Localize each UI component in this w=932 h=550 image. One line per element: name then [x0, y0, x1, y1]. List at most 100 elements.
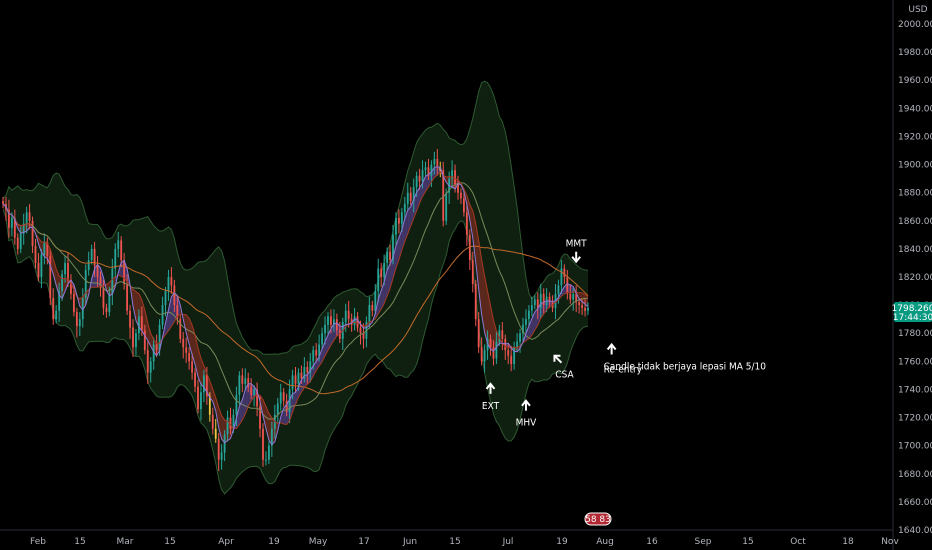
- candle[interactable]: [114, 243, 117, 279]
- candle[interactable]: [303, 357, 306, 383]
- candle[interactable]: [324, 316, 326, 345]
- candle[interactable]: [146, 341, 149, 384]
- candle[interactable]: [22, 213, 25, 245]
- candle[interactable]: [498, 324, 501, 346]
- candle[interactable]: [578, 298, 581, 314]
- candle[interactable]: [566, 269, 569, 300]
- candle[interactable]: [327, 312, 329, 335]
- candle[interactable]: [451, 160, 454, 189]
- candle[interactable]: [442, 161, 445, 227]
- candle[interactable]: [530, 296, 533, 317]
- candle[interactable]: [214, 418, 217, 443]
- candle[interactable]: [309, 352, 312, 383]
- candle[interactable]: [179, 314, 182, 344]
- candle[interactable]: [7, 199, 10, 238]
- candle[interactable]: [584, 298, 586, 317]
- candle[interactable]: [501, 321, 504, 351]
- candle[interactable]: [46, 237, 49, 265]
- candle[interactable]: [129, 305, 131, 339]
- candle[interactable]: [516, 333, 519, 352]
- candle[interactable]: [87, 251, 90, 276]
- candle[interactable]: [492, 340, 495, 366]
- candle[interactable]: [542, 288, 545, 314]
- candle[interactable]: [167, 269, 170, 301]
- candle[interactable]: [468, 229, 471, 270]
- candle[interactable]: [465, 202, 468, 247]
- candle[interactable]: [28, 203, 31, 230]
- candle[interactable]: [433, 151, 436, 175]
- candle[interactable]: [247, 372, 250, 393]
- candle[interactable]: [34, 239, 37, 269]
- candle[interactable]: [483, 344, 486, 373]
- candle[interactable]: [70, 274, 72, 300]
- candle[interactable]: [575, 285, 578, 313]
- candle[interactable]: [61, 269, 64, 301]
- candle[interactable]: [241, 368, 244, 393]
- candle[interactable]: [81, 288, 84, 328]
- candle[interactable]: [75, 307, 78, 338]
- candle[interactable]: [436, 149, 439, 176]
- candle[interactable]: [581, 298, 584, 315]
- candle[interactable]: [288, 379, 291, 424]
- events-badge[interactable]: 58 83: [584, 512, 612, 526]
- candle[interactable]: [332, 309, 335, 332]
- price-axis[interactable]: 2000.000 1980.000 1960.000 1940.000 1920.000…: [898, 20, 932, 536]
- candle[interactable]: [200, 382, 202, 421]
- candle[interactable]: [217, 433, 220, 471]
- candle[interactable]: [510, 345, 513, 372]
- candle[interactable]: [16, 233, 19, 255]
- candle[interactable]: [587, 302, 589, 315]
- candle[interactable]: [93, 241, 96, 277]
- candle[interactable]: [244, 368, 247, 391]
- candle[interactable]: [486, 330, 489, 360]
- candle[interactable]: [223, 430, 226, 462]
- candle[interactable]: [356, 312, 359, 332]
- candle[interactable]: [389, 244, 391, 266]
- candle[interactable]: [84, 264, 87, 306]
- candle[interactable]: [424, 161, 427, 176]
- candle[interactable]: [335, 313, 338, 337]
- candle[interactable]: [412, 178, 415, 213]
- candle[interactable]: [55, 305, 58, 324]
- candle[interactable]: [395, 212, 397, 247]
- candle[interactable]: [533, 295, 536, 310]
- candle[interactable]: [276, 397, 279, 424]
- candle[interactable]: [191, 352, 194, 380]
- candle[interactable]: [197, 379, 199, 414]
- candle[interactable]: [525, 309, 527, 334]
- candle[interactable]: [536, 292, 539, 320]
- candle[interactable]: [13, 209, 16, 245]
- candle[interactable]: [43, 233, 46, 265]
- candle[interactable]: [135, 329, 137, 356]
- candle[interactable]: [347, 300, 350, 328]
- candle[interactable]: [108, 286, 111, 317]
- candle[interactable]: [250, 378, 253, 400]
- candle[interactable]: [182, 331, 185, 359]
- candle[interactable]: [25, 206, 28, 234]
- candle[interactable]: [409, 187, 412, 206]
- candle[interactable]: [522, 317, 524, 344]
- candle[interactable]: [374, 284, 377, 315]
- candle[interactable]: [185, 337, 188, 363]
- candle[interactable]: [315, 343, 318, 363]
- candle[interactable]: [569, 284, 572, 304]
- candle[interactable]: [504, 334, 507, 360]
- candle[interactable]: [371, 300, 374, 317]
- candle[interactable]: [306, 361, 309, 384]
- candle[interactable]: [31, 216, 34, 254]
- candle[interactable]: [170, 267, 173, 294]
- candle[interactable]: [294, 366, 297, 393]
- candle[interactable]: [462, 191, 465, 217]
- candle[interactable]: [155, 334, 158, 358]
- candle[interactable]: [143, 324, 146, 355]
- candle[interactable]: [188, 347, 191, 370]
- candle[interactable]: [406, 182, 409, 210]
- candle[interactable]: [238, 371, 241, 405]
- candle[interactable]: [474, 279, 477, 327]
- candle[interactable]: [265, 451, 267, 466]
- candle[interactable]: [211, 407, 214, 435]
- candle[interactable]: [2, 196, 4, 209]
- candle[interactable]: [202, 369, 205, 403]
- candle[interactable]: [471, 251, 474, 293]
